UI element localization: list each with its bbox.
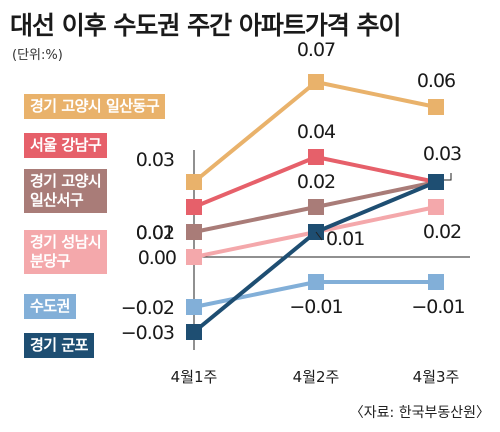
- legend-label: 일산서구: [30, 190, 84, 209]
- data-point: [308, 199, 324, 215]
- legend-item-bundang: 경기 성남시 분당구: [24, 230, 108, 274]
- legend-label: 서울 강남구: [30, 136, 102, 154]
- legend-label: 분당구: [30, 251, 70, 270]
- data-point: [428, 174, 444, 190]
- data-label: 0.01: [136, 222, 174, 244]
- legend-item-gunpo: 경기 군포: [24, 333, 94, 358]
- data-point: [186, 174, 202, 190]
- data-point: [186, 224, 202, 240]
- legend-label: 수도권: [30, 297, 70, 315]
- x-tick-label: 4월1주: [171, 368, 218, 386]
- legend-label: 경기 고양시: [30, 172, 102, 190]
- data-label: 0.02: [423, 221, 461, 243]
- data-label: 0.06: [417, 70, 455, 92]
- x-tick-label: 4월3주: [413, 368, 460, 386]
- data-label: 0.04: [297, 121, 336, 143]
- data-point: [186, 199, 202, 215]
- data-point: [186, 299, 202, 315]
- leader-line: [315, 231, 323, 241]
- data-label: −0.02: [121, 297, 174, 319]
- data-point: [428, 274, 444, 290]
- data-label: 0.02: [297, 171, 335, 193]
- legend-item-capital-area: 수도권: [24, 294, 76, 319]
- legend-label: 경기 성남시: [30, 233, 102, 251]
- unit-label: (단위:%): [12, 48, 63, 63]
- data-point: [428, 199, 444, 215]
- data-label: −0.01: [411, 296, 464, 318]
- legend-label: 경기 군포: [30, 336, 88, 354]
- data-label: 0.07: [297, 39, 335, 61]
- data-point: [186, 324, 202, 340]
- leader-line: [444, 173, 452, 181]
- legend-item-ilsan-dong: 경기 고양시 일산동구: [24, 94, 166, 119]
- source-note: 〈자료: 한국부동산원〉: [349, 405, 490, 421]
- data-label: 0.03: [136, 149, 174, 171]
- data-point: [186, 249, 202, 265]
- legend-label: 경기 고양시 일산동구: [30, 97, 160, 115]
- legend-item-ilsan-seo: 경기 고양시 일산서구: [24, 169, 108, 213]
- data-label: 0.03: [423, 143, 461, 165]
- chart-title: 대선 이후 수도권 주간 아파트가격 추이: [10, 11, 402, 40]
- zero-label: 0.00: [138, 247, 176, 269]
- legend-item-gangnam: 서울 강남구: [24, 133, 108, 158]
- data-label: −0.01: [289, 296, 342, 318]
- data-point: [428, 99, 444, 115]
- data-point: [308, 74, 324, 90]
- x-tick-label: 4월2주: [293, 368, 340, 386]
- data-label: 0.02: [136, 222, 174, 244]
- data-label: 0.01: [326, 228, 364, 250]
- data-point: [308, 274, 324, 290]
- data-label: −0.03: [121, 322, 174, 344]
- data-point: [308, 149, 324, 165]
